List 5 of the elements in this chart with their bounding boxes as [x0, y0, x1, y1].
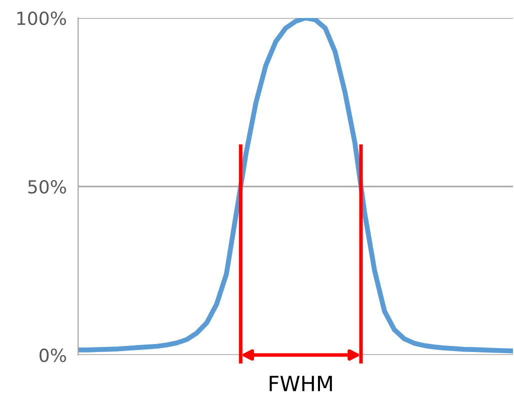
- y-tick-label: 50%: [28, 180, 66, 194]
- line-series: [78, 18, 513, 354]
- y-tick-label: 100%: [17, 11, 66, 26]
- y-tick-label: 0%: [40, 348, 66, 362]
- text: FWHM: [270, 376, 332, 392]
